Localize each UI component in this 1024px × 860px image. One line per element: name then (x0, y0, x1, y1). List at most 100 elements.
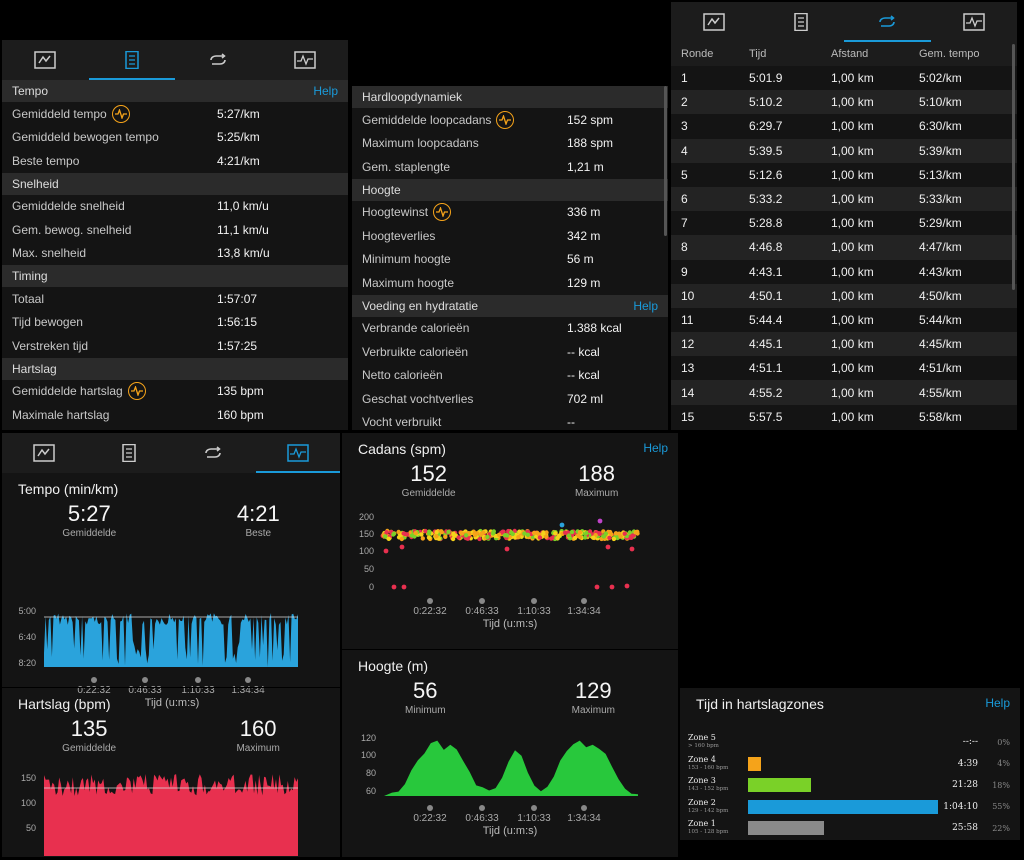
table-cell: 15 (681, 409, 695, 424)
table-row[interactable]: 8 4:46.8 1,00 km 4:47/km (671, 235, 1017, 260)
tab-summary[interactable] (2, 433, 87, 473)
stat-value: 188 (578, 461, 615, 486)
charts-icon (287, 444, 309, 462)
detail-label: Vocht verbruikt (362, 415, 442, 430)
y-tick-label: 150 (359, 529, 374, 539)
help-link[interactable]: Help (643, 441, 668, 455)
table-row[interactable]: 5 5:12.6 1,00 km 5:13/km (671, 163, 1017, 187)
zone-name: Zone 4 (688, 754, 716, 764)
activity-badge-icon[interactable] (496, 110, 515, 129)
charts-icon (294, 51, 316, 69)
section-title: Hoogte (362, 182, 401, 197)
cadans-point (522, 531, 527, 536)
cadans-outlier-point (391, 584, 397, 590)
tab-charts[interactable] (262, 40, 349, 80)
tab-bar (2, 40, 348, 80)
cadans-point (434, 534, 439, 539)
table-cell: 5 (681, 167, 688, 182)
zone-name: Zone 3 (688, 776, 716, 785)
cadans-point (578, 535, 583, 540)
hoogte-chart[interactable]: 120 100 80 60 0:22:32 0:46:33 1:10:33 1:34:34 Ti… (342, 728, 678, 856)
time-tick-dot (531, 598, 537, 604)
cadans-point (613, 531, 619, 536)
cadans-point (426, 535, 432, 540)
col-header-tempo: Gem. tempo (919, 48, 980, 60)
cadans-point (413, 530, 418, 536)
hoogte-area (384, 740, 638, 796)
table-row[interactable]: 4 5:39.5 1,00 km 5:39/km (671, 138, 1017, 163)
table-row[interactable]: 14 4:55.2 1,00 km 4:55/km (671, 380, 1017, 405)
table-row[interactable]: 11 5:44.4 1,00 km 5:44/km (671, 308, 1017, 332)
detail-row: Vocht verbruikt -- (352, 411, 668, 431)
detail-value: 1.388 kcal (567, 321, 622, 336)
hartslag-chart[interactable]: 150 100 50 (2, 766, 340, 856)
tab-charts[interactable] (255, 433, 341, 473)
scrollbar[interactable] (664, 86, 667, 236)
stat-value: 5:27 (67, 501, 111, 526)
col-header-tijd: Tijd (749, 48, 767, 60)
detail-value: 1:57:25 (217, 338, 258, 353)
detail-row: Minimum hoogte 56 m (352, 248, 668, 272)
tab-summary[interactable] (2, 40, 89, 80)
tab-details[interactable] (758, 2, 845, 42)
zone-percent: 18% (992, 780, 1010, 790)
detail-value: -- kcal (567, 344, 600, 359)
table-row[interactable]: 9 4:43.1 1,00 km 4:43/km (671, 260, 1017, 284)
help-link[interactable]: Help (633, 298, 658, 313)
tab-laps[interactable] (844, 2, 931, 42)
table-row[interactable]: 7 5:28.8 1,00 km 5:29/km (671, 211, 1017, 235)
cadans-point (490, 531, 496, 536)
section-title: Timing (12, 269, 48, 283)
table-cell: 1,00 km (831, 192, 874, 207)
cadans-point (509, 530, 514, 535)
cadans-point (420, 536, 425, 541)
table-row[interactable]: 12 4:45.1 1,00 km 4:45/km (671, 332, 1017, 357)
table-row[interactable]: 13 4:51.1 1,00 km 4:51/km (671, 356, 1017, 380)
table-row[interactable]: 1 5:01.9 1,00 km 5:02/km (671, 66, 1017, 90)
table-row[interactable]: 3 6:29.7 1,00 km 6:30/km (671, 114, 1017, 138)
table-row[interactable]: 10 4:50.1 1,00 km 4:50/km (671, 283, 1017, 308)
tab-laps[interactable] (175, 40, 262, 80)
cadans-point (434, 530, 439, 535)
cadans-point (584, 531, 589, 536)
y-tick-label: 150 (21, 773, 36, 783)
detail-label: Gem. bewog. snelheid (12, 222, 132, 237)
help-link[interactable]: Help (313, 84, 338, 98)
table-cell: 1,00 km (831, 337, 874, 352)
section-title: Snelheid (12, 176, 59, 191)
cadans-chart[interactable]: 200 150 100 50 0 0:22:32 0:46:33 1:10:33 1:34:34… (342, 511, 678, 641)
tab-details[interactable] (87, 433, 172, 473)
stat-label: Gemiddelde (62, 528, 117, 539)
activity-badge-icon[interactable] (111, 104, 130, 123)
cadans-point (569, 529, 575, 535)
activity-badge-icon[interactable] (433, 203, 452, 222)
table-row[interactable]: 2 5:10.2 1,00 km 5:10/km (671, 90, 1017, 115)
time-tick-label: 1:10:33 (517, 606, 551, 617)
section-header: Snelheid (2, 172, 348, 195)
tab-details[interactable] (88, 40, 176, 80)
table-cell: 1,00 km (831, 409, 874, 424)
scrollbar[interactable] (1012, 44, 1015, 290)
table-row[interactable]: 6 5:33.2 1,00 km 5:33/km (671, 186, 1017, 212)
zone-name: Zone 1 (688, 819, 716, 828)
section-header: Hardloopdynamiek (352, 86, 668, 108)
detail-value: -- kcal (567, 368, 600, 383)
help-link[interactable]: Help (985, 696, 1010, 710)
tab-summary[interactable] (671, 2, 758, 42)
detail-label: Verbruikte calorieën (362, 344, 469, 359)
cadans-point (485, 534, 490, 540)
table-row[interactable]: 15 5:57.5 1,00 km 5:58/km (671, 405, 1017, 429)
cadans-point (557, 533, 562, 538)
table-cell: 8 (681, 240, 688, 255)
table-cell: 3 (681, 119, 688, 134)
detail-value: 129 m (567, 275, 601, 290)
tab-laps[interactable] (171, 433, 256, 473)
section-title: Hardloopdynamiek (362, 90, 463, 104)
tempo-chart[interactable]: 5:00 6:40 8:20 0:22:32 0:46:33 1:10:33 1:34:34… (2, 553, 340, 713)
zone-range: 129 - 142 bpm (688, 807, 729, 814)
time-tick-dot (245, 677, 251, 683)
tab-charts[interactable] (931, 2, 1018, 42)
cadans-point (386, 536, 391, 541)
detail-row: Maximum loopcadans 188 spm (352, 132, 668, 156)
activity-badge-icon[interactable] (127, 382, 146, 401)
